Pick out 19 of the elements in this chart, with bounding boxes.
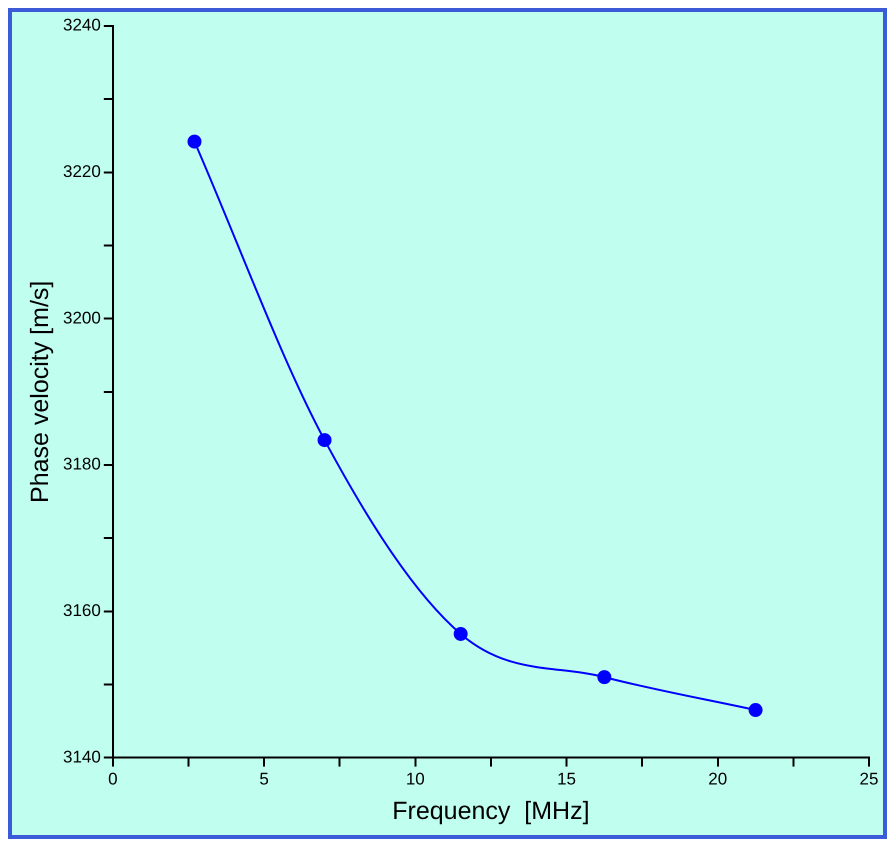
y-tick-label: 3200	[62, 308, 101, 328]
y-axis-title: Phase velocity [m/s]	[26, 280, 54, 503]
y-tick-label: 3180	[62, 454, 101, 474]
point	[187, 134, 202, 149]
point	[597, 670, 612, 684]
x-tick-label: 0	[108, 769, 118, 788]
point	[748, 703, 763, 718]
x-tick-label: 25	[860, 769, 878, 788]
x-axis-title: Frequency [MHz]	[392, 796, 590, 825]
y-tick-label: 3240	[62, 16, 101, 35]
y-tick-label: 3160	[62, 600, 101, 620]
x-tick-label: 5	[259, 769, 269, 788]
x-tick-label: 15	[557, 769, 576, 788]
x-tick-label: 20	[708, 769, 728, 788]
x-tick-label: 10	[406, 769, 425, 788]
y-tick-label: 3140	[62, 747, 101, 766]
point	[454, 626, 468, 641]
point	[318, 433, 332, 448]
y-tick-label: 3220	[62, 162, 101, 182]
